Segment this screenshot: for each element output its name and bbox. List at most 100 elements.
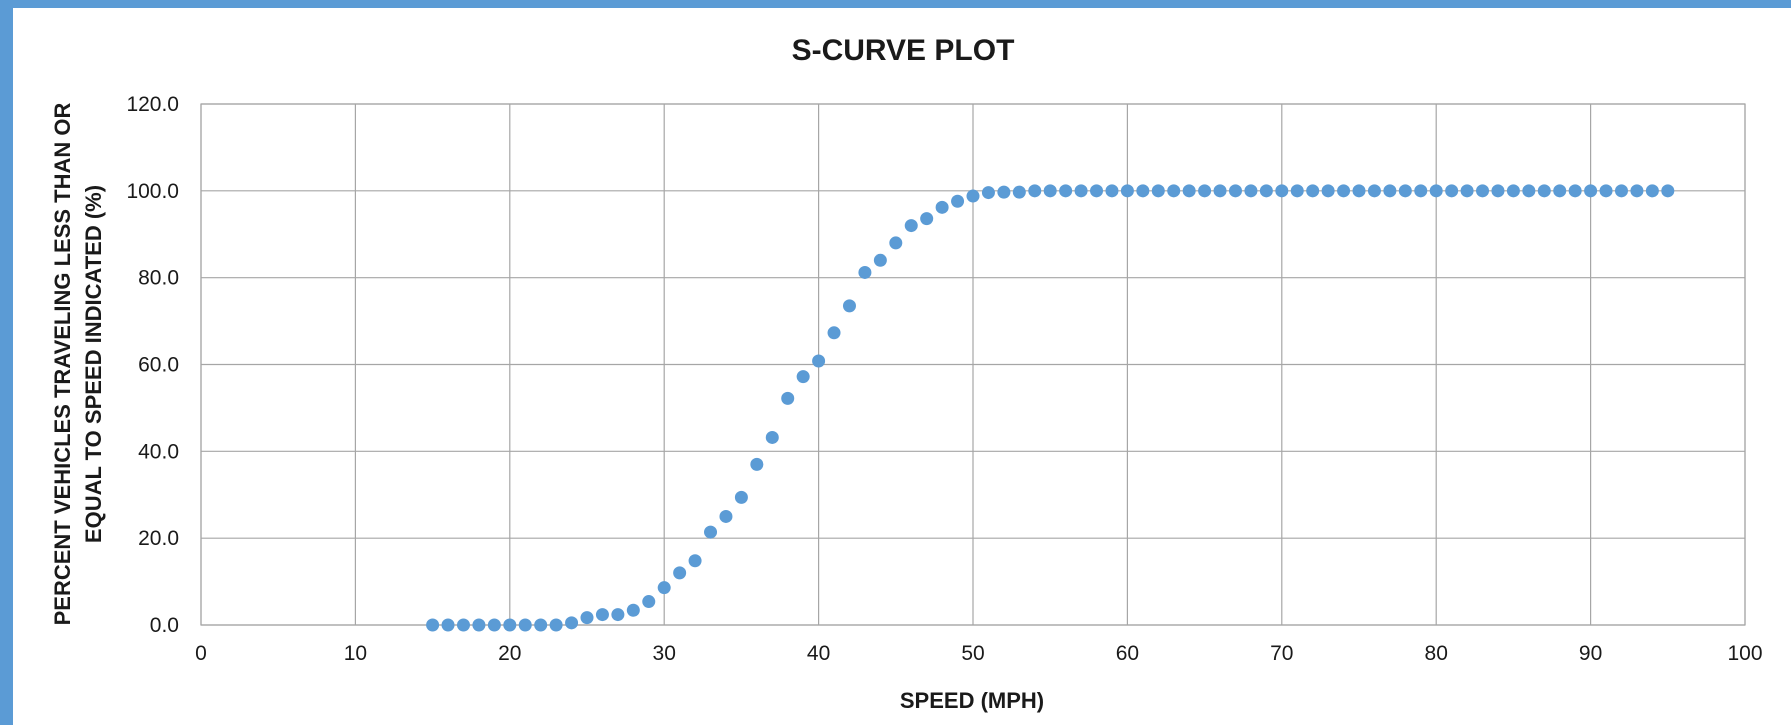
chart-title: S-CURVE PLOT: [792, 34, 1015, 67]
data-point: [1275, 184, 1289, 198]
y-axis-tick-labels: 0.0 20.0 40.0 60.0 80.0 100.0 120.0: [126, 93, 179, 637]
y-tick-label: 120.0: [126, 93, 179, 116]
data-point: [873, 253, 887, 267]
x-axis-tick-labels: 0 10 20 30 40 50 60 70 80 90 100: [195, 642, 1762, 665]
x-tick-label: 60: [1116, 642, 1139, 665]
data-point: [1321, 184, 1335, 198]
data-point: [1429, 184, 1443, 198]
data-point: [1228, 184, 1242, 198]
data-point: [565, 616, 579, 630]
data-point: [1028, 184, 1042, 198]
data-point: [904, 219, 918, 233]
data-point: [1414, 184, 1428, 198]
data-point: [1506, 184, 1520, 198]
data-point: [1398, 184, 1412, 198]
data-point: [1120, 184, 1134, 198]
x-tick-label: 90: [1579, 642, 1602, 665]
data-point: [812, 354, 826, 368]
data-point: [997, 185, 1011, 199]
y-tick-label: 60.0: [138, 354, 179, 377]
data-point: [1522, 184, 1536, 198]
y-tick-label: 100.0: [126, 180, 179, 203]
data-point: [1182, 184, 1196, 198]
data-point: [951, 194, 965, 208]
x-tick-label: 100: [1727, 642, 1762, 665]
data-point: [487, 618, 501, 632]
data-point: [1306, 184, 1320, 198]
data-point: [549, 618, 563, 632]
data-point: [719, 509, 733, 523]
data-point: [1352, 184, 1366, 198]
data-point: [1074, 184, 1088, 198]
data-point: [842, 299, 856, 313]
data-point: [966, 189, 980, 203]
data-point: [642, 595, 656, 609]
data-point: [688, 554, 702, 568]
x-tick-label: 0: [195, 642, 207, 665]
data-point: [858, 265, 872, 279]
data-point: [1460, 184, 1474, 198]
data-point: [518, 618, 532, 632]
data-point: [426, 618, 440, 632]
data-point: [1537, 184, 1551, 198]
data-point: [534, 618, 548, 632]
x-tick-label: 80: [1425, 642, 1448, 665]
data-point: [704, 525, 718, 539]
data-point: [1136, 184, 1150, 198]
data-point: [1614, 184, 1628, 198]
data-point: [889, 236, 903, 250]
data-point: [1213, 184, 1227, 198]
data-point: [1090, 184, 1104, 198]
data-point: [441, 618, 455, 632]
data-point: [1599, 184, 1613, 198]
data-point: [1584, 184, 1598, 198]
y-tick-label: 0.0: [150, 614, 179, 637]
data-point: [1259, 184, 1273, 198]
y-tick-label: 20.0: [138, 527, 179, 550]
x-tick-label: 70: [1270, 642, 1293, 665]
gridlines: [200, 103, 1746, 626]
data-point: [1568, 184, 1582, 198]
data-point: [1012, 185, 1026, 199]
data-point: [1043, 184, 1057, 198]
data-point: [935, 200, 949, 214]
data-point: [626, 603, 640, 617]
y-axis-title-line-2: EQUAL TO SPEED INDICATED (%): [81, 185, 106, 543]
data-points: [426, 184, 1675, 632]
data-point: [750, 457, 764, 471]
data-point: [827, 326, 841, 340]
y-axis-title-line-1: PERCENT VEHICLES TRAVELING LESS THAN OR: [50, 103, 75, 626]
data-point: [1491, 184, 1505, 198]
data-point: [1059, 184, 1073, 198]
data-point: [657, 581, 671, 595]
data-point: [796, 370, 810, 384]
data-point: [595, 608, 609, 622]
data-point: [1198, 184, 1212, 198]
data-point: [1367, 184, 1381, 198]
data-point: [503, 618, 517, 632]
data-point: [981, 186, 995, 200]
data-point: [920, 212, 934, 226]
data-point: [1290, 184, 1304, 198]
x-tick-label: 40: [807, 642, 830, 665]
data-point: [472, 618, 486, 632]
plot-area-border: [200, 103, 1746, 626]
data-point: [1337, 184, 1351, 198]
x-tick-label: 10: [344, 642, 367, 665]
data-point: [781, 391, 795, 405]
data-point: [1661, 184, 1675, 198]
data-point: [1167, 184, 1181, 198]
data-point: [1105, 184, 1119, 198]
data-point: [1383, 184, 1397, 198]
data-point: [1645, 184, 1659, 198]
data-point: [1445, 184, 1459, 198]
x-tick-label: 20: [498, 642, 521, 665]
x-tick-label: 30: [653, 642, 676, 665]
data-point: [1151, 184, 1165, 198]
data-point: [1244, 184, 1258, 198]
data-point: [1553, 184, 1567, 198]
x-axis-title: SPEED (MPH): [900, 688, 1044, 713]
y-tick-label: 80.0: [138, 267, 179, 290]
x-tick-label: 50: [961, 642, 984, 665]
